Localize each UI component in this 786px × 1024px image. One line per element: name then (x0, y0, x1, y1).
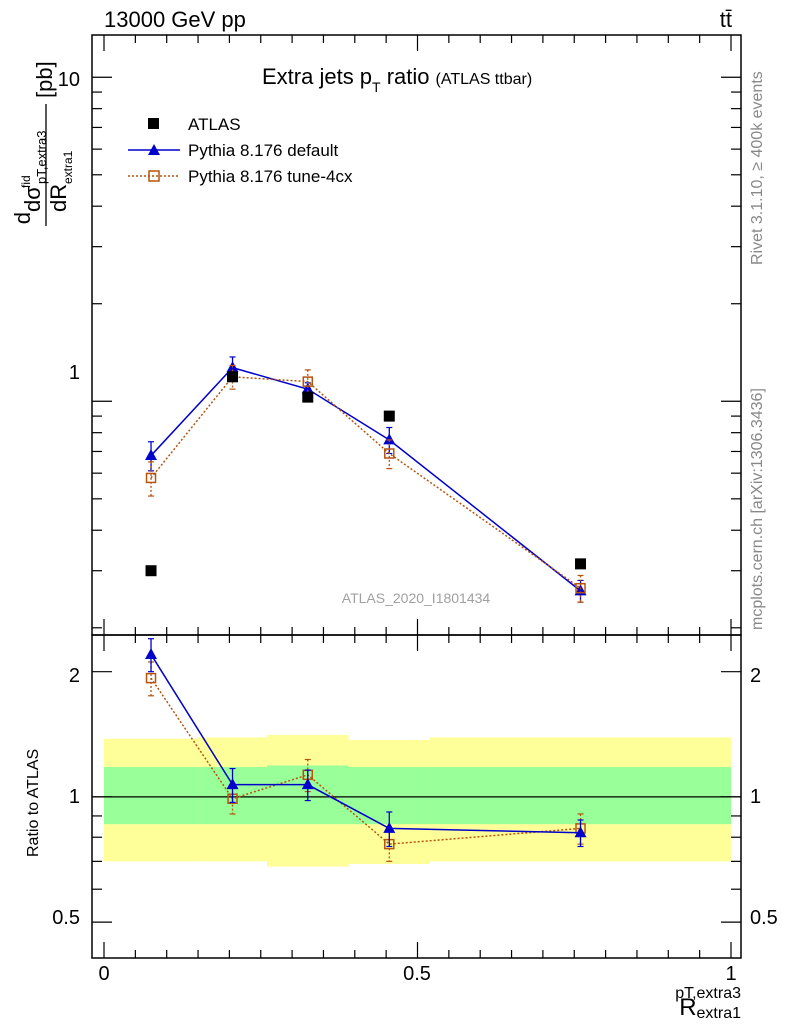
chart-title-sub: T (372, 79, 381, 95)
ratio-default-point (574, 826, 587, 838)
ratio-tune4cx-point (145, 672, 157, 684)
mcplots-label: mcplots.cern.ch [arXiv:1306.3436] (749, 388, 766, 630)
main-ylabel-numerator: dσ (20, 186, 45, 212)
main-ylabel-d-left: d (10, 212, 35, 224)
chart-title-rest: ratio (381, 64, 430, 89)
main-ylabel-fid: fid (19, 175, 33, 188)
main-default-point (383, 433, 396, 445)
main-ylabel-denominator: dR (46, 184, 71, 212)
main-atlas-point (145, 565, 157, 577)
ratio-ytick-label-0.5-left: 0.5 (52, 907, 80, 929)
ratio-ytick-label-1-left: 1 (69, 786, 80, 808)
main-atlas-point (302, 391, 314, 403)
main-ytick-label-10: 10 (58, 69, 80, 91)
main-atlas-point (227, 371, 239, 383)
ratio-default-point (145, 647, 158, 659)
main-y-axis-label: dσ fid d dR pT,extra3 extra1 [pb] (10, 61, 75, 226)
x-axis-label-sub: extra1 (697, 1005, 742, 1022)
beam-label: 13000 GeV pp (104, 7, 246, 32)
legend-default-marker (148, 144, 160, 155)
x-axis-label-sup: pT,extra3 (675, 985, 741, 1002)
chart-title-note: (ATLAS ttbar) (436, 71, 533, 88)
main-tune4cx-point (384, 448, 395, 459)
main-tune4cx-point (575, 582, 586, 594)
ratio-data-marks (145, 638, 587, 862)
legend-atlas-label: ATLAS (188, 115, 241, 134)
ratio-ytick-label-0.5-right: 0.5 (750, 907, 778, 929)
main-ylabel-sup: pT,extra3 (34, 131, 49, 184)
ratio-bands (104, 734, 731, 867)
ratio-ytick-label-1-right: 1 (750, 786, 761, 808)
main-ylabel-sub: extra1 (61, 150, 75, 184)
ratio-ytick-label-2-right: 2 (750, 665, 761, 687)
chart-title-main: Extra jets p (262, 64, 372, 89)
main-default-point (145, 449, 158, 461)
main-axis-ticks (92, 35, 741, 635)
main-default-line (150, 366, 581, 592)
x-axis-label-main: R (679, 994, 696, 1021)
xtick-label-0: 0 (98, 963, 109, 985)
xtick-label-1: 1 (725, 963, 736, 985)
legend-default-label: Pythia 8.176 default (188, 141, 339, 160)
analysis-watermark: ATLAS_2020_I1801434 (342, 590, 491, 606)
main-ytick-label-1: 1 (69, 362, 80, 384)
ratio-default-point (226, 778, 239, 790)
main-atlas-point (575, 558, 587, 570)
main-data-marks (145, 356, 587, 603)
main-default-point (301, 382, 314, 394)
main-tune4cx-point (145, 472, 157, 484)
main-atlas-point (383, 410, 395, 422)
legend-tune-label: Pythia 8.176 tune-4cx (188, 167, 353, 186)
legend: ATLAS Pythia 8.176 default Pythia 8.176 … (128, 115, 353, 186)
ratio-default-point (383, 821, 396, 833)
main-ylabel-units: [pb] (32, 61, 57, 98)
ratio-default-point (301, 778, 314, 790)
main-tune4cx-point (302, 376, 314, 387)
process-label: tt̄ (720, 7, 732, 32)
ratio-y-axis-label: Ratio to ATLAS (25, 749, 42, 857)
rivet-label: Rivet 3.1.10, ≥ 400k events (749, 71, 766, 265)
ratio-band-green (104, 767, 199, 825)
chart-title: Extra jets pT ratio (ATLAS ttbar) (262, 64, 532, 95)
legend-atlas-marker (148, 118, 159, 129)
x-axis-label: Rextra1 (679, 994, 741, 1022)
ratio-ytick-label-2-left: 2 (69, 665, 80, 687)
xtick-label-0.5: 0.5 (403, 963, 431, 985)
legend-tune-marker (148, 170, 160, 182)
main-tune4cx-line (150, 376, 581, 589)
